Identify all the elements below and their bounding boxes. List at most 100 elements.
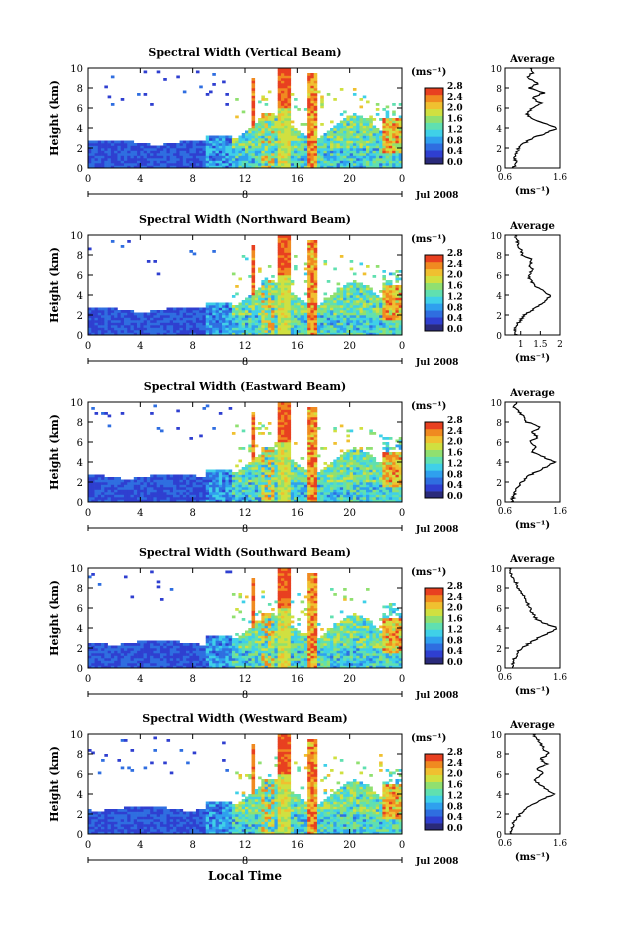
heatmap-cell (133, 482, 138, 485)
heatmap-cell (91, 315, 95, 318)
heatmap-cell (179, 320, 184, 323)
heatmap-cell (307, 449, 311, 453)
heatmap-cell (110, 320, 115, 323)
heatmap-cell (307, 407, 311, 410)
heatmap-cell (186, 165, 190, 169)
heatmap-cell (189, 494, 193, 498)
heatmap-cell (307, 280, 311, 283)
heatmap-cell (346, 457, 350, 460)
heatmap-cell (385, 280, 390, 283)
heatmap-cell (359, 115, 364, 119)
heatmap-cell (212, 135, 216, 139)
heatmap-cell (375, 332, 380, 336)
heatmap-cell (307, 123, 311, 126)
heatmap-cell (330, 163, 334, 166)
heatmap-cell (287, 75, 292, 79)
heatmap-cell (333, 482, 337, 485)
heatmap-cell (294, 482, 298, 485)
heatmap-cell (94, 412, 99, 415)
heatmap-cell (343, 143, 347, 146)
heatmap-cell (179, 145, 184, 149)
heatmap-cell (388, 125, 393, 129)
heatmap-cell (143, 487, 148, 490)
heatmap-cell (267, 302, 272, 306)
heatmap-cell (320, 155, 324, 159)
heatmap-cell (362, 118, 367, 121)
heatmap-cell (150, 325, 154, 328)
heatmap-cell (300, 489, 305, 493)
heatmap-cell (143, 489, 148, 493)
heatmap-cell (336, 123, 341, 126)
heatmap-cell (117, 320, 122, 323)
heatmap-cell (251, 255, 256, 258)
heatmap-cell (352, 120, 357, 124)
heatmap-cell (166, 494, 171, 498)
heatmap-cell (156, 325, 161, 328)
heatmap-cell (336, 317, 341, 321)
heatmap-cell (307, 464, 311, 468)
heatmap-cell (310, 437, 314, 440)
heatmap-cell (303, 322, 308, 326)
heatmap-cell (346, 469, 350, 473)
heatmap-cell (173, 320, 177, 323)
heatmap-cell (392, 297, 396, 301)
heatmap-cell (313, 148, 318, 151)
heatmap-cell (251, 489, 256, 493)
heatmap-cell (205, 317, 210, 321)
heatmap-cell (205, 499, 210, 503)
heatmap-cell (330, 300, 334, 303)
heatmap-cell (107, 315, 112, 318)
heatmap-cell (313, 462, 318, 465)
heatmap-cell (176, 330, 180, 333)
heatmap-cell (248, 482, 252, 485)
heatmap-cell (215, 482, 220, 485)
heatmap-cell (133, 320, 138, 323)
heatmap-cell (231, 150, 236, 154)
heatmap-cell (349, 292, 354, 296)
heatmap-cell (388, 317, 393, 321)
heatmap-cell (323, 482, 328, 485)
heatmap-cell (352, 310, 357, 313)
heatmap-cell (339, 113, 344, 116)
heatmap-cell (339, 479, 344, 483)
heatmap-cell (320, 497, 324, 500)
heatmap-cell (287, 280, 292, 283)
heatmap-cell (323, 297, 328, 301)
average-x-label: (ms⁻¹) (515, 186, 550, 197)
heatmap-cell (104, 322, 108, 326)
heatmap-cell (133, 145, 138, 149)
heatmap-cell (143, 499, 148, 503)
heatmap-cell (254, 327, 259, 331)
heatmap-cell (117, 165, 122, 169)
heatmap-cell (388, 150, 393, 154)
heatmap-cell (241, 143, 246, 146)
heatmap-cell (91, 143, 95, 146)
heatmap-cell (209, 489, 213, 493)
heatmap-cell (287, 462, 292, 465)
heatmap-cell (343, 327, 347, 331)
heatmap-cell (264, 477, 269, 480)
heatmap-cell (310, 320, 314, 323)
heatmap-cell (287, 295, 292, 298)
heatmap-cell (195, 140, 200, 144)
heatmap-cell (313, 285, 318, 288)
heatmap-cell (189, 148, 193, 151)
heatmap-cell (251, 165, 256, 169)
heatmap-cell (107, 487, 112, 490)
heatmap-cell (303, 492, 308, 495)
heatmap-cell (258, 295, 262, 298)
colorbar-swatch (425, 310, 443, 318)
heatmap-cell (359, 125, 364, 129)
heatmap-cell (146, 327, 151, 331)
heatmap-cell (320, 317, 324, 321)
heatmap-cell (326, 487, 331, 490)
heatmap-cell (254, 494, 259, 498)
heatmap-cell (392, 290, 396, 293)
heatmap-cell (290, 307, 295, 311)
heatmap-cell (205, 474, 210, 478)
heatmap-cell (101, 307, 105, 311)
heatmap-cell (97, 315, 102, 318)
heatmap-cell (307, 133, 311, 136)
heatmap-cell (287, 494, 292, 498)
heatmap-cell (330, 140, 334, 144)
